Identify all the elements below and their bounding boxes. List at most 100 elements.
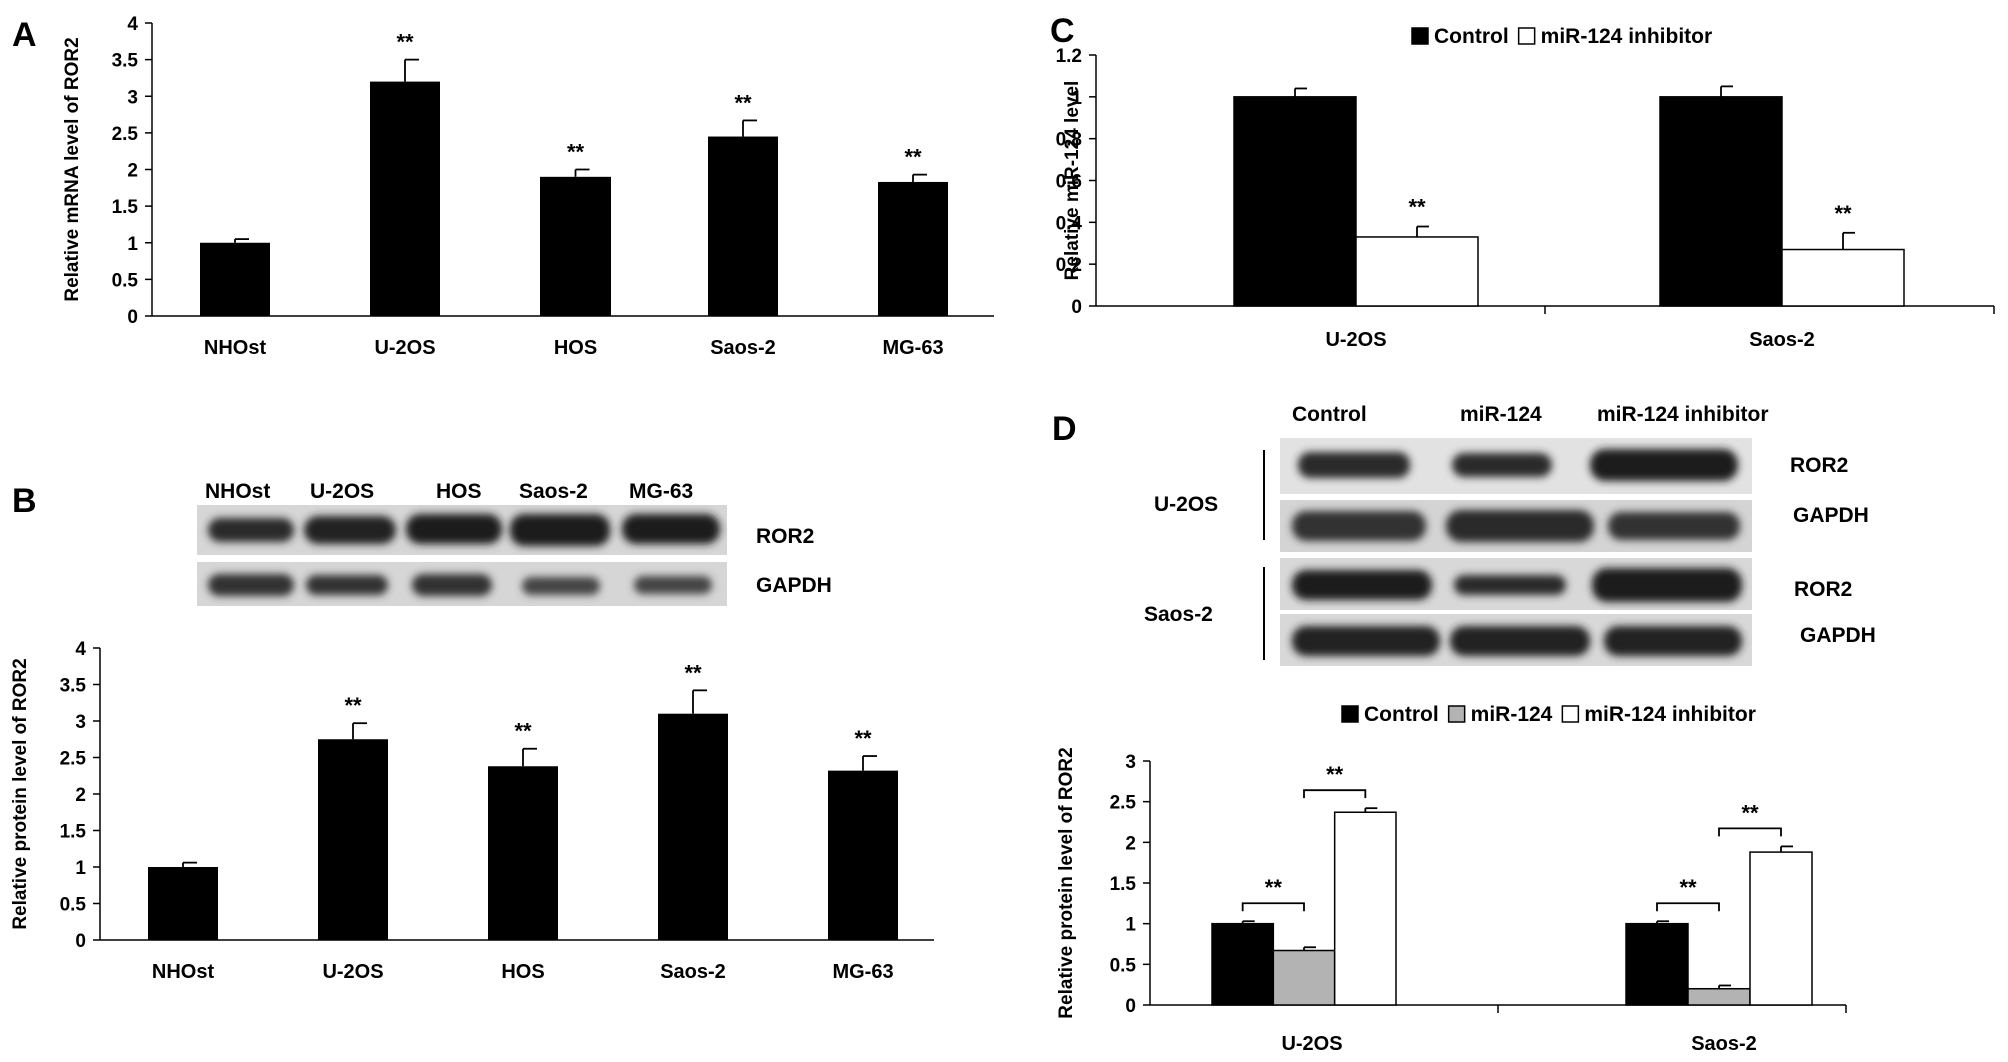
y-tick-label: 2 [127,161,138,182]
legend-swatch-mir-124-inhibitor [1517,27,1536,45]
blot-band [406,514,502,544]
y-tick-label: 0.8 [1056,130,1082,151]
y-axis-label: Relative mRNA level of ROR2 [62,37,83,301]
significance-bracket [1241,902,1305,912]
legend-label-mir-124-inhibitor: miR-124 inhibitor [1541,25,1713,48]
x-tick-label-saos-2: Saos-2 [1749,329,1815,351]
blot-band [1298,452,1410,478]
significance-label: ** [1408,195,1426,220]
blot-d-row-u2os-ror2: ROR2 [1790,454,1848,477]
legend-swatch-control [1411,27,1429,45]
y-tick-label: 3.5 [60,676,87,697]
y-tick-label: 2.5 [60,749,87,770]
blot-band [304,516,396,544]
y-tick-label: 0.2 [1056,255,1082,276]
significance-label: ** [734,90,752,115]
blot-b-row-ror2: ROR2 [756,525,814,548]
blot-band [1592,568,1742,602]
significance-label: ** [344,693,362,718]
legend-swatch-mir-124 [1447,705,1466,723]
blot-b-row-gapdh: GAPDH [756,574,832,597]
blot-b-lane-u2os: U-2OS [310,480,374,503]
y-tick-label: 0.5 [60,895,87,916]
blot-band [1292,511,1426,541]
blot-band [208,518,294,542]
significance-label: ** [1326,762,1344,787]
y-tick-label: 0 [127,307,138,328]
y-tick-label: 1.2 [1056,46,1082,67]
blot-band [1604,626,1742,656]
chart-b: 0 0.5 1 1.5 2 2.5 3 3.5 4 Relative protein level … [10,639,934,983]
bar-hos [488,766,558,940]
bar-nhost [148,867,218,940]
y-axis-label: Relative miR-124 level [1062,81,1083,281]
chart-d: 0 0.5 1 1.5 2 2.5 3 Relative protein level of R… [1056,703,1847,1055]
y-tick-label: 0 [1125,996,1136,1017]
significance-label: ** [1834,201,1852,226]
blot-band [1454,575,1566,595]
chart-a: 0 0.5 1 1.5 2 2.5 3 3.5 4 Relative mRNA level of … [62,14,994,359]
x-tick-label-saos-2: Saos-2 [660,961,726,983]
blot-b-lane-saos2: Saos-2 [519,480,588,503]
legend-swatch-control [1341,705,1359,723]
bar-saos-2-control [1659,96,1783,307]
blot-d-lane-control: Control [1292,403,1367,426]
blot-band [510,514,610,546]
y-tick-label: 1.5 [1110,874,1137,895]
significance-label: ** [854,726,872,751]
blot-d-lane-inhibitor: miR-124 inhibitor [1597,403,1769,426]
bar-mg-63 [828,770,898,940]
blot-b-lane-hos: HOS [436,480,482,503]
panel-letter-a: A [12,16,37,54]
bar-u-2os [318,739,388,940]
y-tick-label: 3 [75,712,86,733]
x-tick-label-saos-2: Saos-2 [710,337,776,359]
bar-saos-2-control [1625,922,1689,1006]
blot-band [1446,510,1594,542]
blot-d-row-saos2-ror2: ROR2 [1794,578,1852,601]
bar-saos-2-mir-124-inhibitor [1781,248,1905,307]
bar-saos-2-mir-124 [1687,987,1751,1006]
y-tick-label: 1 [127,234,138,255]
blot-band [306,575,388,595]
blot-band [1452,453,1552,477]
y-tick-label: 1.5 [112,197,139,218]
blot-band [1608,512,1740,540]
blot-d-lane-mir124: miR-124 [1460,403,1542,426]
blot-band [1590,449,1738,481]
bar-u-2os-mir-124-inhibitor [1355,236,1479,307]
x-tick-label-u-2os: U-2OS [1281,1033,1342,1055]
significance-label: ** [1679,875,1697,900]
significance-label: ** [396,30,414,55]
panel-letter-c: C [1050,12,1075,50]
legend-label-control: Control [1364,703,1439,726]
blot-b-lane-nhost: NHOst [205,480,270,503]
significance-bracket [1718,827,1782,837]
y-tick-label: 2.5 [1110,793,1137,814]
y-tick-label: 3.5 [112,51,139,72]
x-tick-label-nhost: NHOst [204,337,267,359]
blot-b-lane-mg63: MG-63 [629,480,693,503]
y-tick-label: 1 [1071,88,1082,109]
bar-nhost [200,242,270,316]
y-tick-label: 1 [1125,915,1136,936]
blot-b-bands [208,514,720,596]
y-tick-label: 3 [127,87,138,108]
significance-label: ** [1741,800,1759,825]
x-tick-label-hos: HOS [554,337,597,359]
y-axis-label: Relative protein level of ROR2 [10,658,31,929]
panel-letter-b: B [12,482,37,520]
blot-band [208,574,294,596]
blot-band [1450,626,1590,656]
western-blot-d: Control miR-124 miR-124 inhibitor U-2OS … [1144,403,1876,666]
legend-label-control: Control [1434,25,1509,48]
significance-label: ** [904,145,922,170]
significance-label: ** [684,660,702,685]
y-tick-label: 3 [1125,752,1136,773]
y-tick-label: 2 [1125,833,1136,854]
significance-bracket [1303,789,1367,799]
bar-u-2os-mir-124-inhibitor [1333,811,1397,1006]
x-tick-label-u-2os: U-2OS [374,337,435,359]
blot-band [1292,626,1440,656]
blot-band [522,577,600,595]
